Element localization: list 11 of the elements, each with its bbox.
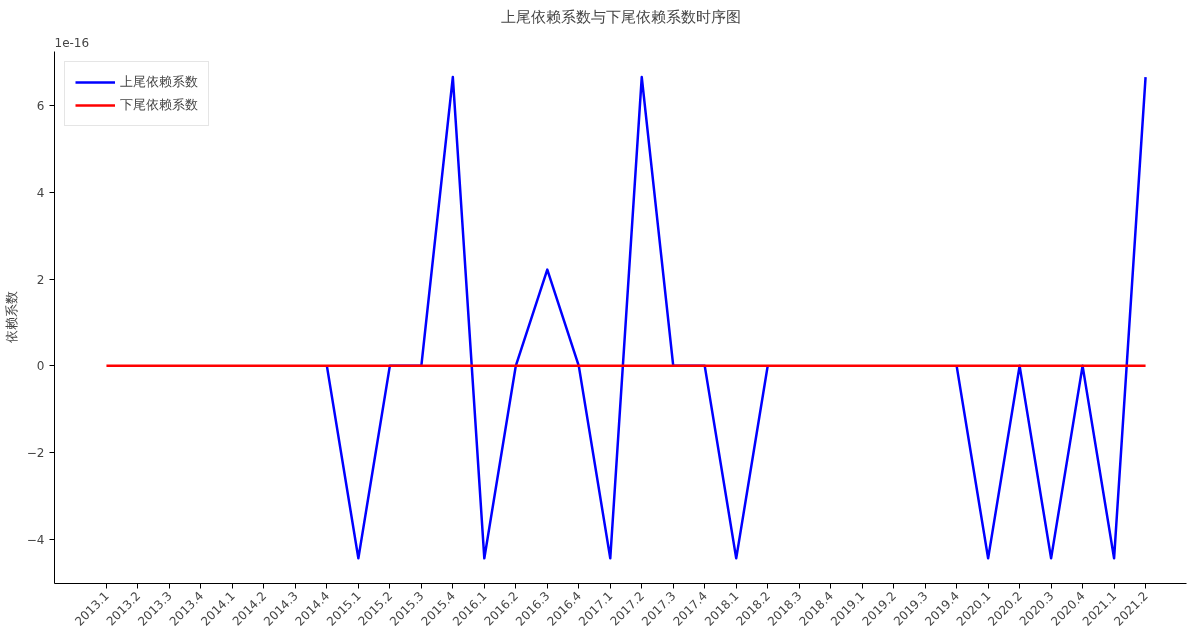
y-tick-label: 6 bbox=[36, 99, 45, 114]
chart-title: 上尾依赖系数与下尾依赖系数时序图 bbox=[500, 7, 741, 26]
y-tick-label: 2 bbox=[36, 272, 45, 287]
legend-label: 上尾依赖系数 bbox=[120, 73, 198, 91]
text: 1e-16 bbox=[54, 35, 90, 50]
y-tick-label: 0 bbox=[36, 359, 45, 374]
y-axis-title: 依赖系数 bbox=[3, 291, 19, 344]
y-tick-label: 4 bbox=[36, 185, 45, 200]
legend-label: 下尾依赖系数 bbox=[120, 96, 198, 114]
y-tick-label: −4 bbox=[26, 532, 45, 547]
y-tick-label: −2 bbox=[26, 446, 45, 461]
